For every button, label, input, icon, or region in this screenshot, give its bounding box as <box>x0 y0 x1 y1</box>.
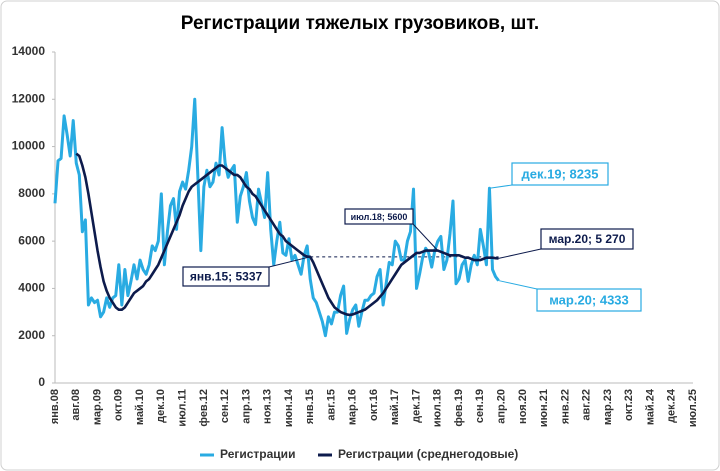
x-tick-label: июл.25 <box>687 389 699 427</box>
x-tick-label: дек.10 <box>155 389 167 423</box>
x-tick-label: фев.12 <box>198 389 210 427</box>
x-tick-label: мар.23 <box>602 389 614 425</box>
y-tick-label: 12000 <box>12 91 46 105</box>
x-tick-label: мар.09 <box>91 389 103 425</box>
y-tick-label: 6000 <box>18 233 45 247</box>
x-tick-label: апр.13 <box>240 389 252 424</box>
x-tick-label: сен.12 <box>219 389 231 423</box>
annotation-label: янв.15; 5337 <box>190 270 263 284</box>
series-line <box>75 152 499 317</box>
x-tick-label: июн.14 <box>283 388 295 427</box>
x-tick-label: авг.22 <box>581 389 593 421</box>
x-tick-label: июл.11 <box>177 389 189 427</box>
annotation-label: дек.19; 8235 <box>522 166 599 181</box>
annotation-box <box>182 266 270 287</box>
annotation-pointer <box>498 248 542 259</box>
annotation-pointer <box>268 256 311 268</box>
y-tick-label: 4000 <box>18 281 45 295</box>
annotation-pointer <box>498 280 538 290</box>
x-tick-label: окт.23 <box>623 389 635 421</box>
x-tick-label: фев.19 <box>453 389 465 427</box>
annotation-label: мар.20; 4333 <box>549 292 629 307</box>
y-tick-label: 0 <box>38 375 45 389</box>
x-tick-label: окт.09 <box>113 389 125 421</box>
x-tick-label: май.24 <box>644 388 656 425</box>
x-tick-label: авг.08 <box>70 389 82 421</box>
y-tick-label: 2000 <box>18 328 45 342</box>
x-tick-label: ноя.13 <box>262 389 274 424</box>
x-tick-label: июл.18 <box>432 389 444 427</box>
x-tick-label: май.17 <box>389 389 401 425</box>
x-tick-label: май.10 <box>134 389 146 425</box>
x-tick-label: дек.24 <box>666 388 678 423</box>
annotation-label: мар.20; 5 270 <box>549 232 626 246</box>
y-tick-label: 8000 <box>18 186 45 200</box>
x-tick-label: янв.22 <box>559 389 571 424</box>
legend-label: Регистрации (среднегодовые) <box>338 447 518 461</box>
x-tick-label: апр.20 <box>496 389 508 424</box>
annotation-box <box>511 162 609 186</box>
annotation-box <box>540 228 634 250</box>
legend-label: Регистрации <box>220 447 295 461</box>
annotation-box <box>536 288 642 312</box>
annotation-label: июл.18; 5600 <box>351 212 408 222</box>
x-tick-label: окт.16 <box>368 389 380 421</box>
annotation-box <box>344 208 414 225</box>
annotation-pointer <box>489 184 513 189</box>
x-tick-label: дек.17 <box>410 389 422 423</box>
x-tick-label: сен.19 <box>474 389 486 423</box>
x-tick-label: мар.16 <box>347 389 359 425</box>
y-tick-label: 10000 <box>12 139 46 153</box>
x-tick-label: янв.08 <box>49 389 61 424</box>
x-tick-label: авг.15 <box>325 389 337 421</box>
x-tick-label: янв.15 <box>304 389 316 424</box>
y-tick-label: 14000 <box>12 44 46 58</box>
annotation-pointer <box>412 223 439 251</box>
chart-title: Регистрации тяжелых грузовиков, шт. <box>181 13 539 34</box>
x-tick-label: июн.21 <box>538 389 550 427</box>
x-tick-label: ноя.20 <box>517 389 529 424</box>
